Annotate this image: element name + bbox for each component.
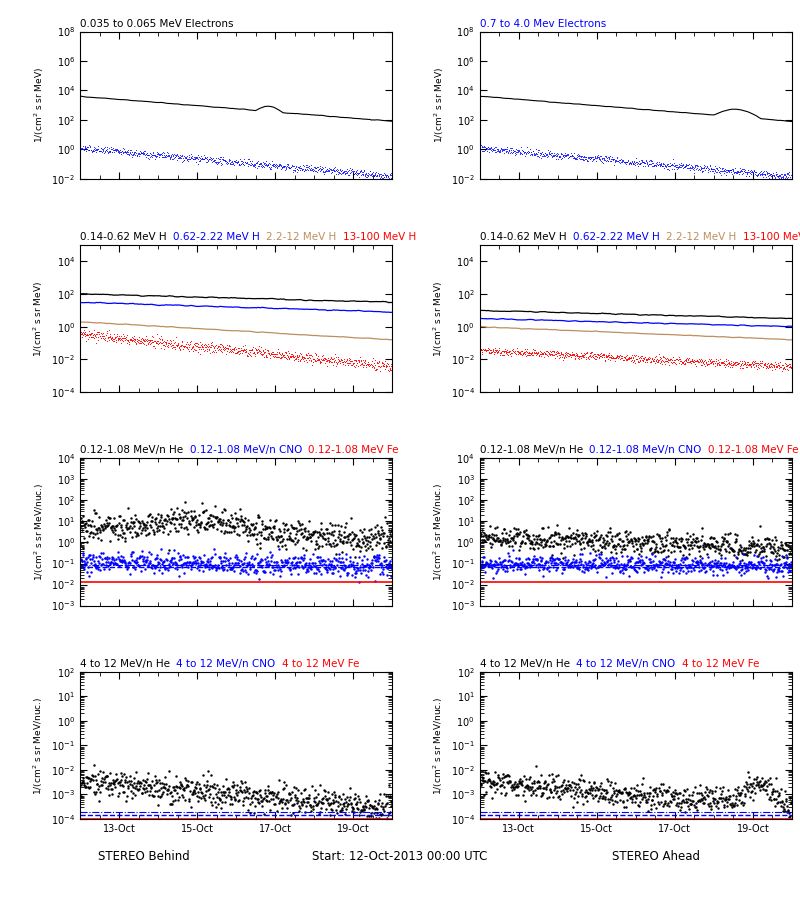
Text: 0.12-1.08 MeV Fe: 0.12-1.08 MeV Fe — [708, 446, 800, 455]
Y-axis label: 1/(cm$^2$ s sr MeV/nuc.): 1/(cm$^2$ s sr MeV/nuc.) — [32, 697, 46, 795]
Y-axis label: 1/(cm$^2$ s sr MeV): 1/(cm$^2$ s sr MeV) — [32, 281, 46, 356]
Y-axis label: 1/(cm$^2$ s sr MeV): 1/(cm$^2$ s sr MeV) — [33, 67, 46, 143]
Text: 13-100 MeV H: 13-100 MeV H — [743, 232, 800, 242]
Text: 2.2-12 MeV H: 2.2-12 MeV H — [266, 232, 343, 242]
Y-axis label: 1/(cm$^2$ s sr MeV): 1/(cm$^2$ s sr MeV) — [432, 67, 446, 143]
Text: 0.12-1.08 MeV Fe: 0.12-1.08 MeV Fe — [309, 446, 406, 455]
Text: 0.12-1.08 MeV/n He: 0.12-1.08 MeV/n He — [480, 446, 590, 455]
Text: 0.62-2.22 MeV H: 0.62-2.22 MeV H — [573, 232, 666, 242]
Y-axis label: 1/(cm$^2$ s sr MeV/nuc.): 1/(cm$^2$ s sr MeV/nuc.) — [432, 697, 445, 795]
Text: 13-100 MeV H: 13-100 MeV H — [343, 232, 423, 242]
Text: Start: 12-Oct-2013 00:00 UTC: Start: 12-Oct-2013 00:00 UTC — [312, 850, 488, 862]
Text: 0.14-0.62 MeV H: 0.14-0.62 MeV H — [480, 232, 573, 242]
Text: 4 to 12 MeV/n He: 4 to 12 MeV/n He — [480, 659, 576, 669]
Text: STEREO Ahead: STEREO Ahead — [612, 850, 700, 862]
Text: 4 to 12 MeV/n CNO: 4 to 12 MeV/n CNO — [177, 659, 282, 669]
Text: 4 to 12 MeV Fe: 4 to 12 MeV Fe — [682, 659, 766, 669]
Y-axis label: 1/(cm$^2$ s sr MeV/nuc.): 1/(cm$^2$ s sr MeV/nuc.) — [32, 482, 46, 581]
Y-axis label: 1/(cm$^2$ s sr MeV): 1/(cm$^2$ s sr MeV) — [432, 281, 445, 356]
Text: 0.12-1.08 MeV/n CNO: 0.12-1.08 MeV/n CNO — [190, 446, 309, 455]
Text: 0.035 to 0.065 MeV Electrons: 0.035 to 0.065 MeV Electrons — [80, 19, 240, 29]
Text: 4 to 12 MeV/n He: 4 to 12 MeV/n He — [80, 659, 177, 669]
Text: STEREO Behind: STEREO Behind — [98, 850, 190, 862]
Text: 2.2-12 MeV H: 2.2-12 MeV H — [666, 232, 743, 242]
Text: 0.7 to 4.0 Mev Electrons: 0.7 to 4.0 Mev Electrons — [480, 19, 613, 29]
Text: 4 to 12 MeV/n CNO: 4 to 12 MeV/n CNO — [576, 659, 682, 669]
Text: 0.12-1.08 MeV/n CNO: 0.12-1.08 MeV/n CNO — [590, 446, 708, 455]
Text: 0.14-0.62 MeV H: 0.14-0.62 MeV H — [80, 232, 173, 242]
Text: 0.62-2.22 MeV H: 0.62-2.22 MeV H — [173, 232, 266, 242]
Text: 0.12-1.08 MeV/n He: 0.12-1.08 MeV/n He — [80, 446, 190, 455]
Y-axis label: 1/(cm$^2$ s sr MeV/nuc.): 1/(cm$^2$ s sr MeV/nuc.) — [432, 482, 446, 581]
Text: 4 to 12 MeV Fe: 4 to 12 MeV Fe — [282, 659, 366, 669]
